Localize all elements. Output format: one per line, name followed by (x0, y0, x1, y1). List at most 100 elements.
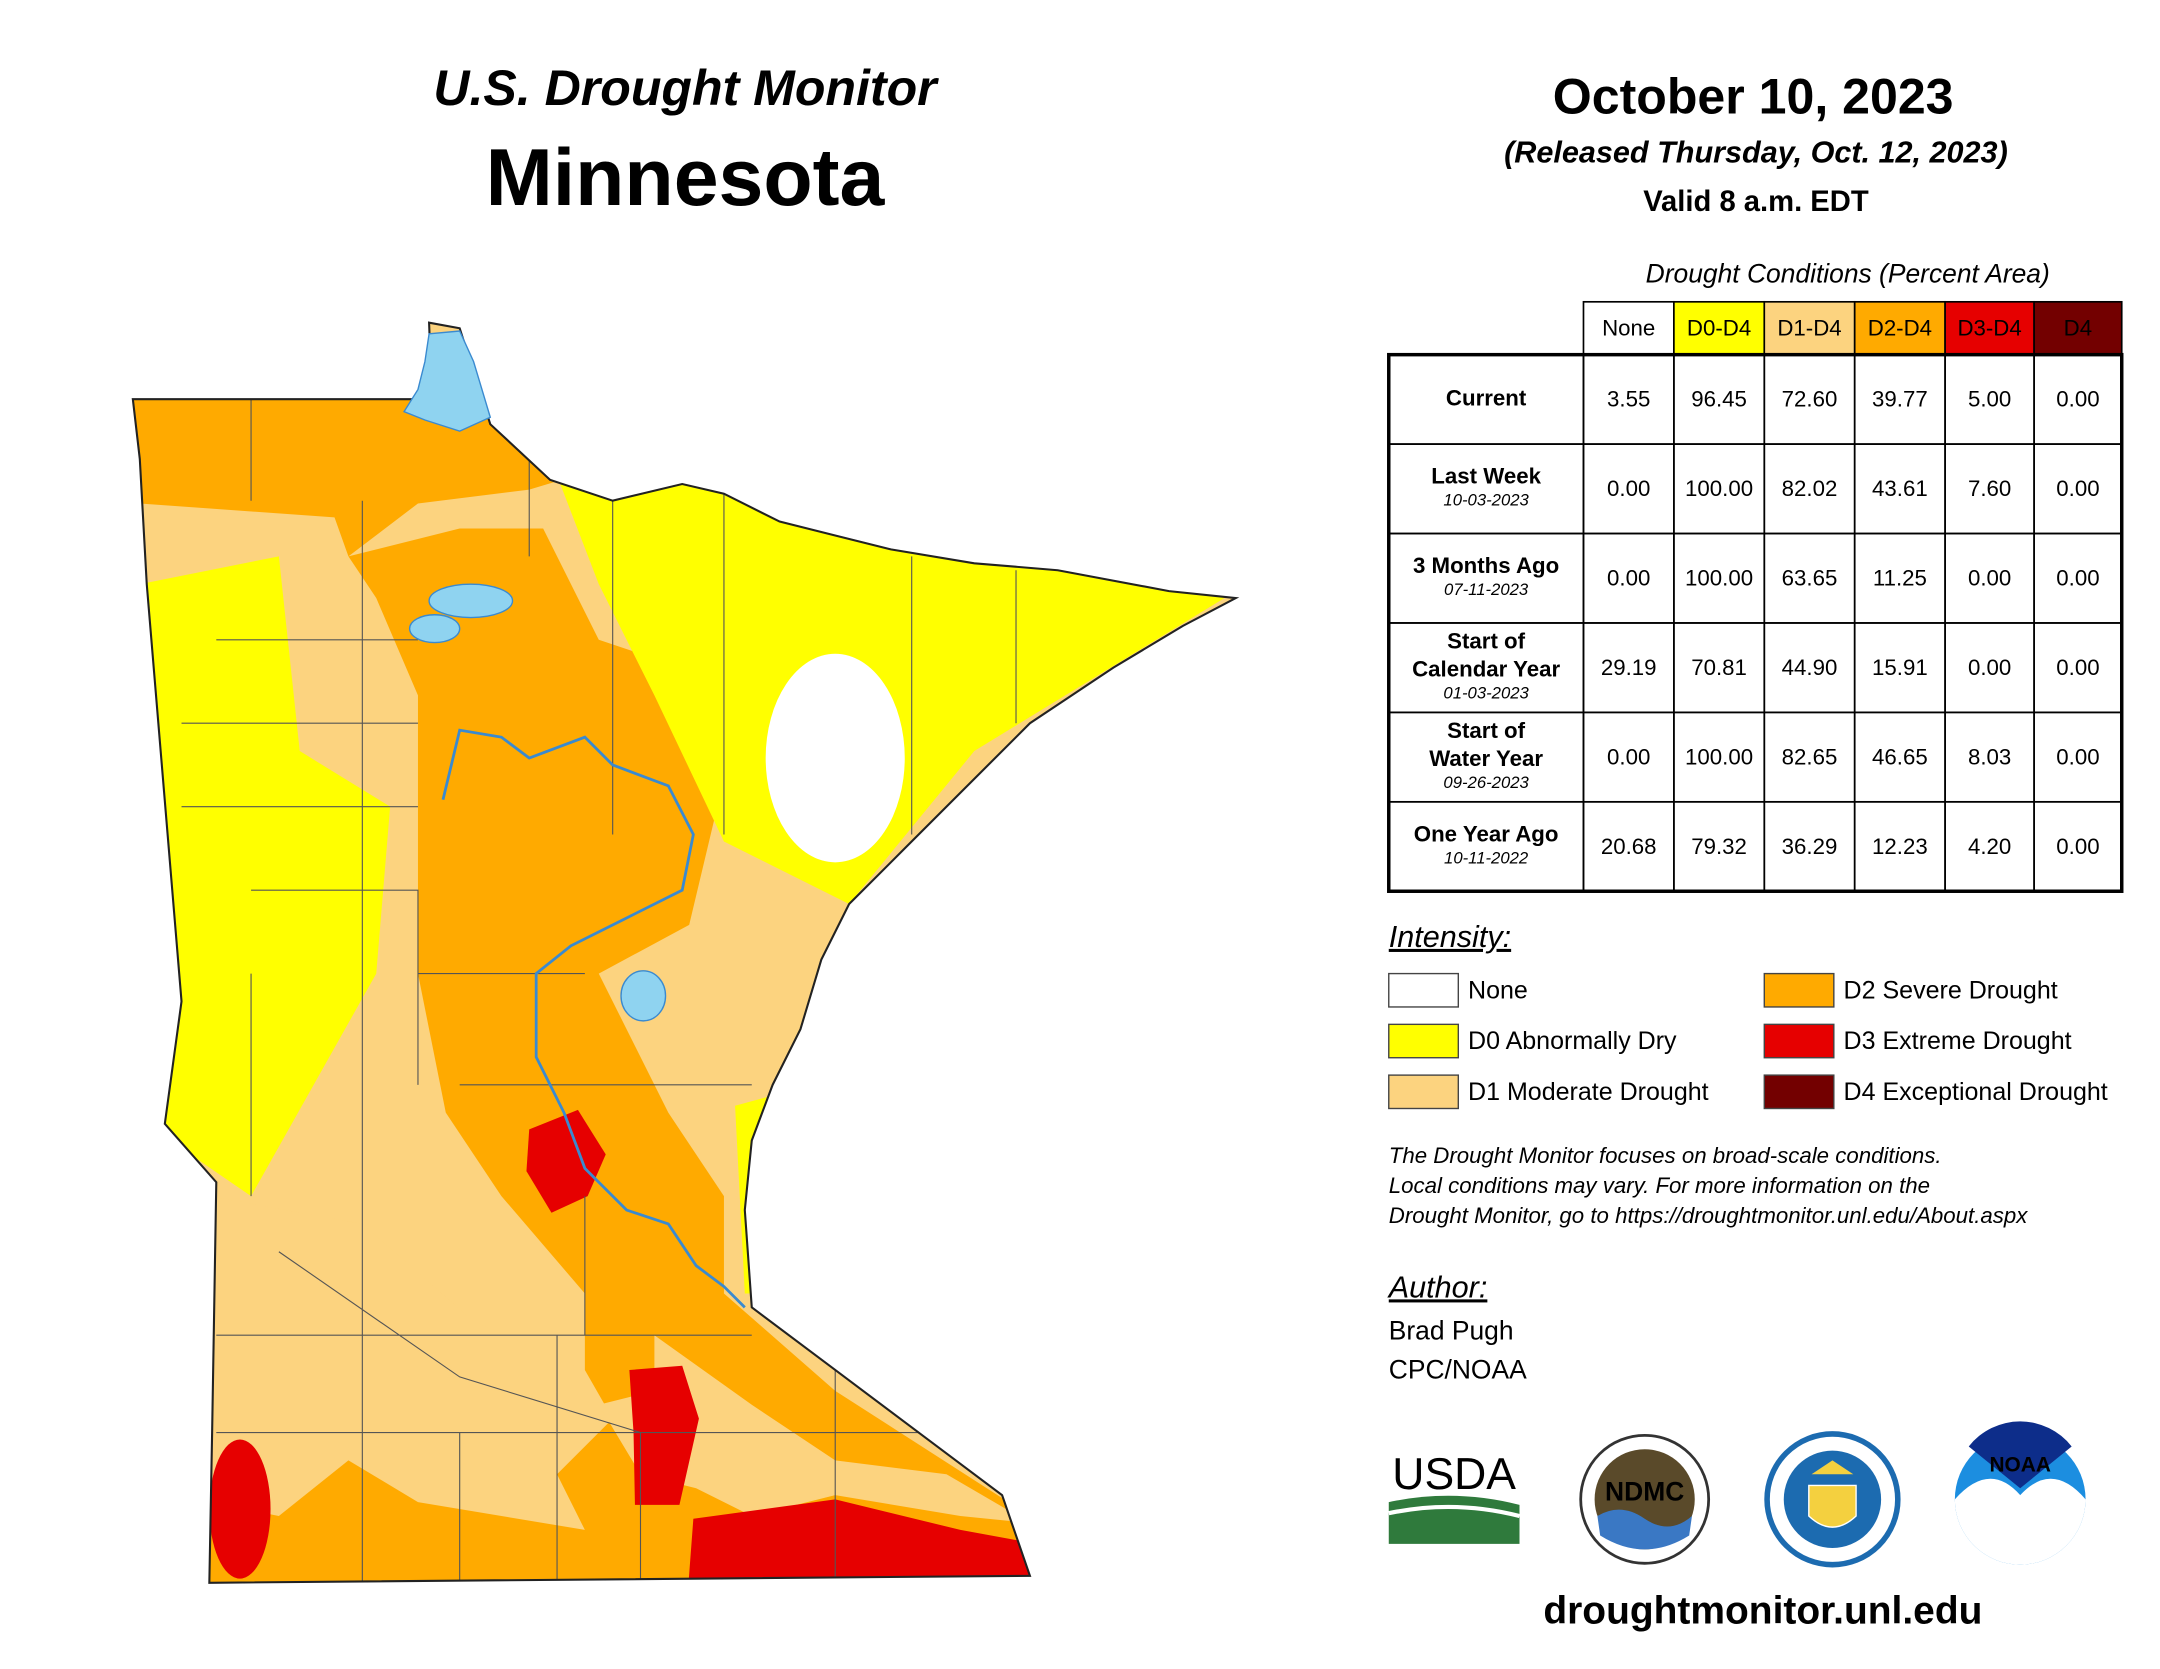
author-line: CPC/NOAA (1389, 1354, 1527, 1384)
commerce-shield (1808, 1484, 1857, 1528)
valid-time: Valid 8 a.m. EDT (1643, 186, 1869, 218)
usda-logo: USDA (1388, 1450, 1521, 1544)
column-header-cell (1763, 300, 1856, 356)
row-label: Water Year (1429, 746, 1543, 771)
state-title: Minnesota (486, 133, 886, 223)
legend: Intensity: None D0 Abnormally Dry D1 Moder… (1388, 920, 2108, 1110)
mississippi-river (441, 728, 746, 1309)
d0-area (139, 556, 391, 1197)
table-value: 29.19 (1601, 655, 1657, 680)
table-value: 100.00 (1685, 566, 1753, 591)
table-value: 12.23 (1872, 834, 1928, 859)
legend-label: D4 Exceptional Drought (1844, 1078, 2108, 1106)
county-lines (181, 399, 1017, 1583)
legend-swatch (1763, 1074, 1835, 1110)
author-line: Brad Pugh (1389, 1315, 1514, 1345)
legend-label: D3 Extreme Drought (1844, 1027, 2072, 1055)
table-value: 46.65 (1872, 744, 1928, 769)
column-header: D4 (2064, 316, 2092, 341)
column-header: D1-D4 (1777, 316, 1841, 341)
d2-area (209, 528, 1030, 1583)
row-label-cell (1387, 443, 1585, 535)
row-label: Current (1446, 385, 1527, 410)
row-date: 07-11-2023 (1444, 580, 1529, 599)
row-label: One Year Ago (1414, 821, 1559, 846)
ndmc-logo: NDMC (1579, 1433, 1711, 1565)
table-value: 7.60 (1968, 476, 2011, 501)
author: Author: Brad Pugh CPC/NOAA (1387, 1270, 1527, 1384)
table-value: 70.81 (1691, 655, 1747, 680)
row-date: 10-11-2022 (1444, 848, 1529, 867)
row-label-cell (1387, 532, 1585, 624)
ndmc-wave (1597, 1509, 1692, 1550)
no-drought-area (765, 653, 905, 863)
drought-areas (132, 322, 1236, 1583)
lake (620, 970, 667, 1022)
legend-title: Intensity: (1389, 920, 1511, 954)
program-title: U.S. Drought Monitor (433, 60, 939, 116)
noaa-top (1968, 1421, 2072, 1489)
row-label: 3 Months Ago (1413, 553, 1559, 578)
table-value: 0.00 (2056, 744, 2099, 769)
column-header-cell (2033, 300, 2123, 356)
table-value: 79.32 (1691, 834, 1747, 859)
drought-map (131, 321, 1237, 1584)
d3-area (687, 1499, 1037, 1583)
lakes (403, 330, 667, 1022)
table-value: 5.00 (1968, 387, 2011, 412)
table-value: 0.00 (1968, 566, 2011, 591)
note-line: The Drought Monitor focuses on broad-sca… (1389, 1143, 1942, 1168)
table-value: 0.00 (1607, 566, 1650, 591)
d3-area (526, 1109, 606, 1213)
d1-area (598, 1335, 1030, 1523)
lake (408, 614, 461, 644)
column-header: D0-D4 (1687, 316, 1751, 341)
commerce-logo (1764, 1431, 1901, 1568)
legend-label: D1 Moderate Drought (1468, 1078, 1709, 1106)
usda-stripe (1388, 1504, 1521, 1519)
table-caption: Drought Conditions (Percent Area) (1646, 258, 2050, 288)
table-value: 100.00 (1685, 744, 1753, 769)
row-label-cell (1387, 800, 1585, 893)
noaa-text: NOAA (1989, 1453, 2050, 1476)
table-value: 43.61 (1872, 476, 1928, 501)
row-date: 09-26-2023 (1443, 773, 1529, 792)
column-header: D2-D4 (1868, 316, 1932, 341)
row-date: 01-03-2023 (1443, 684, 1529, 703)
table-value: 39.77 (1872, 387, 1928, 412)
table-value: 36.29 (1782, 834, 1838, 859)
table-value: 4.20 (1968, 834, 2011, 859)
column-header: D3-D4 (1957, 316, 2021, 341)
column-header-cell (1582, 300, 1675, 356)
column-header: None (1602, 316, 1655, 341)
row-label: Start of (1447, 629, 1525, 654)
table-value: 82.02 (1782, 476, 1838, 501)
d0-area (557, 472, 1236, 905)
table-value: 100.00 (1685, 476, 1753, 501)
table-value: 0.00 (2056, 387, 2099, 412)
note-line: Drought Monitor, go to https://droughtmo… (1389, 1203, 2029, 1228)
column-header-cell (1944, 300, 2035, 356)
table-value: 0.00 (2056, 476, 2099, 501)
table-value: 96.45 (1691, 387, 1747, 412)
table-value: 0.00 (2056, 834, 2099, 859)
table-value: 82.65 (1782, 744, 1838, 769)
table-value: 0.00 (2056, 655, 2099, 680)
footer-url: droughtmonitor.unl.edu (1543, 1590, 1982, 1633)
row-label: Start of (1447, 718, 1525, 743)
usda-swoosh (1388, 1495, 1520, 1544)
table-value: 0.00 (1968, 655, 2011, 680)
note: The Drought Monitor focuses on broad-sca… (1389, 1143, 2029, 1228)
table-value: 15.91 (1872, 655, 1928, 680)
table-frame (1387, 352, 2124, 893)
table-value: 3.55 (1607, 387, 1650, 412)
table-value: 8.03 (1968, 744, 2011, 769)
table-value: 20.68 (1601, 834, 1657, 859)
legend-swatch (1388, 1023, 1460, 1059)
table-value: 44.90 (1782, 655, 1838, 680)
logos: USDA NDMC NOAA (1388, 1421, 2086, 1568)
d3-area (629, 1365, 699, 1505)
ndmc-text: NDMC (1605, 1477, 1684, 1507)
row-label: Calendar Year (1412, 656, 1560, 681)
